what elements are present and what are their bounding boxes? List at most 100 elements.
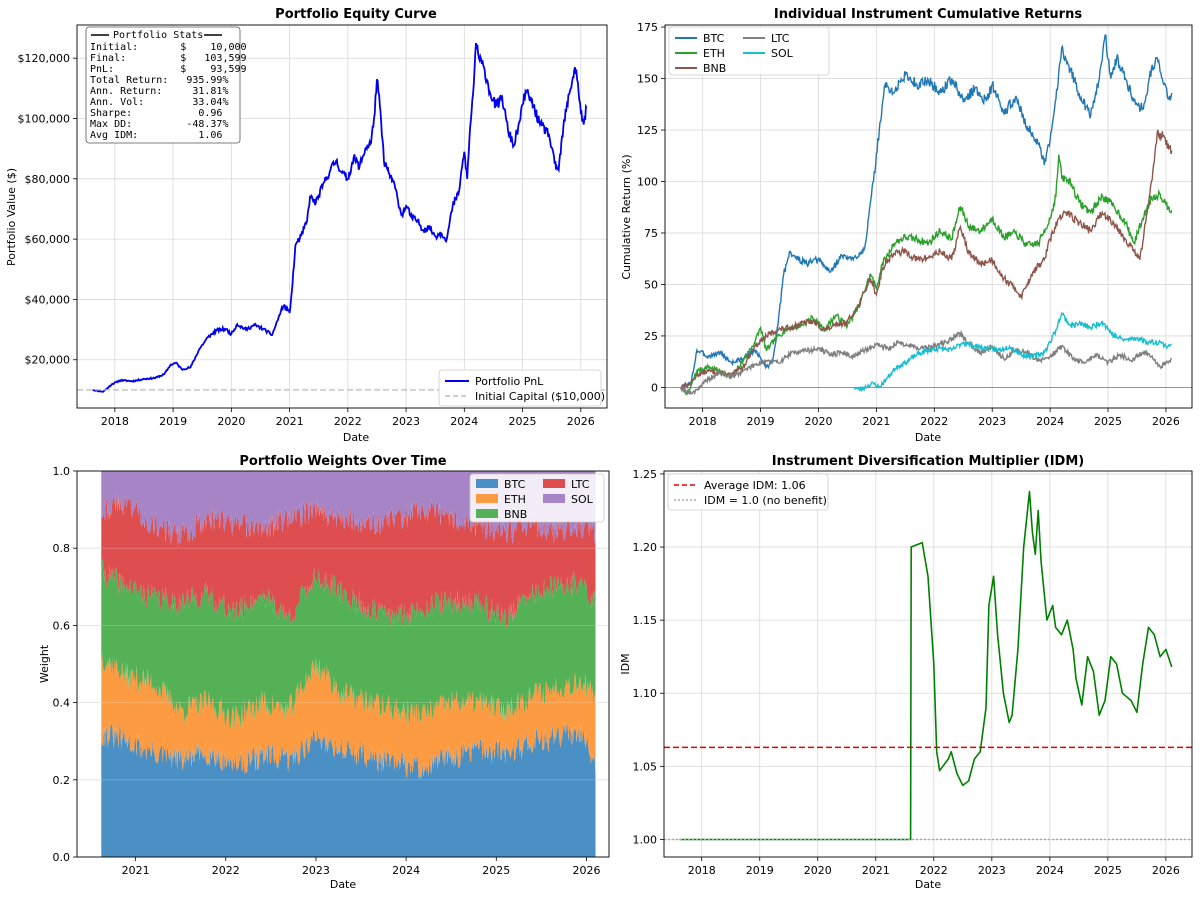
weights-tick-label-y: 0.4 — [53, 697, 71, 710]
stats-line: Avg IDM: 1.06 — [90, 130, 222, 141]
returns-tick-label-y: 25 — [644, 330, 658, 343]
legend-label-btc: BTC — [504, 478, 526, 491]
weights-tick-label-y: 1.0 — [53, 465, 71, 478]
legend-label-bnb: BNB — [703, 62, 726, 75]
weights-tick-label-x: 2023 — [302, 864, 330, 877]
weights-tick-label-y: 0.6 — [53, 619, 71, 632]
returns-series-eth — [679, 154, 1173, 396]
equity-stats-box: Portfolio Stats Initial: $ 10,000 Final:… — [85, 26, 247, 144]
legend-label-btc: BTC — [703, 32, 725, 45]
weights-area-bnb — [101, 558, 596, 731]
weights-tick-label-y: 0.0 — [53, 851, 71, 864]
idm-tick-label-x: 2019 — [746, 864, 774, 877]
legend-swatch-eth — [476, 494, 498, 503]
stats-line: Ann. Vol: 33.04% — [90, 97, 228, 108]
idm-tick-label-y: 1.10 — [633, 687, 658, 700]
stats-header: Portfolio Stats — [113, 30, 203, 41]
weights-tick-label-x: 2024 — [392, 864, 420, 877]
legend-label-avg-idm: Average IDM: 1.06 — [704, 479, 806, 492]
returns-tick-label-x: 2023 — [978, 415, 1006, 428]
returns-tick-label-y: 100 — [637, 175, 658, 188]
weights-area-ltc — [101, 492, 596, 630]
equity-axes: 2018 2019 2020 2021 2022 2023 2024 2025 2026 $20,… — [18, 25, 607, 428]
idm-xlabel: Date — [915, 878, 942, 891]
equity-tick-label-x: 2022 — [334, 415, 362, 428]
returns-tick-label-y: 175 — [637, 21, 658, 34]
equity-tick-label-y: $100,000 — [18, 112, 71, 125]
idm-series-line — [679, 490, 1173, 841]
legend-swatch-btc — [476, 479, 498, 488]
weights-tick-label-y: 0.2 — [53, 774, 71, 787]
returns-tick-label-y: 0 — [651, 381, 658, 394]
weights-area-btc — [101, 722, 596, 857]
legend-label-sol: SOL — [771, 47, 794, 60]
equity-tick-label-x: 2025 — [509, 415, 537, 428]
legend-label-bnb: BNB — [504, 508, 527, 521]
weights-tick-label-y: 0.8 — [53, 542, 71, 555]
weights-tick-label-x: 2025 — [482, 864, 510, 877]
weights-area-eth — [101, 653, 596, 780]
weights-xlabel: Date — [330, 878, 357, 891]
returns-series-ltc — [679, 329, 1172, 396]
equity-frame — [76, 24, 608, 409]
weights-title: Portfolio Weights Over Time — [239, 454, 446, 469]
returns-tick-label-y: 50 — [644, 278, 658, 291]
idm-frame — [663, 470, 1193, 858]
idm-axes: 2018 2019 2020 2021 2022 2023 2024 2025 2026 1.00… — [633, 468, 1192, 877]
equity-tick-label-x: 2020 — [217, 415, 245, 428]
legend-swatch-sol — [543, 494, 565, 503]
idm-tick-label-x: 2023 — [978, 864, 1006, 877]
legend-label-sol: SOL — [571, 493, 594, 506]
equity-tick-label-x: 2026 — [567, 415, 595, 428]
equity-tick-label-x: 2023 — [392, 415, 420, 428]
equity-tick-label-x: 2024 — [450, 415, 478, 428]
legend-label-ltc: LTC — [571, 478, 590, 491]
returns-tick-label-y: 75 — [644, 227, 658, 240]
equity-series-pnl — [92, 43, 588, 393]
equity-tick-label-y: $40,000 — [25, 293, 71, 306]
equity-tick-label-y: $120,000 — [18, 52, 71, 65]
returns-tick-label-x: 2024 — [1036, 415, 1064, 428]
idm-tick-label-x: 2024 — [1036, 864, 1064, 877]
equity-legend: Portfolio PnL Initial Capital ($10,000) — [438, 369, 605, 407]
equity-tick-label-y: $20,000 — [25, 354, 71, 367]
stats-line: PnL: $ 93,599 — [90, 64, 247, 75]
returns-tick-label-y: 150 — [637, 73, 658, 86]
returns-series-sol — [853, 311, 1172, 393]
returns-ylabel: Cumulative Return (%) — [620, 154, 633, 279]
weights-tick-label-x: 2021 — [122, 864, 150, 877]
stats-line: Ann. Return: 31.81% — [90, 86, 228, 97]
equity-tick-label-x: 2021 — [276, 415, 304, 428]
returns-title: Individual Instrument Cumulative Returns — [774, 7, 1082, 22]
weights-tick-label-x: 2026 — [572, 864, 600, 877]
returns-frame — [664, 24, 1193, 409]
idm-legend: Average IDM: 1.06 IDM = 1.0 (no benefit) — [667, 473, 829, 511]
equity-title: Portfolio Equity Curve — [275, 7, 437, 22]
idm-tick-label-x: 2026 — [1152, 864, 1180, 877]
weights-tick-label-x: 2022 — [212, 864, 240, 877]
legend-label-eth: ETH — [703, 47, 725, 60]
idm-tick-label-x: 2020 — [804, 864, 832, 877]
returns-tick-label-x: 2026 — [1152, 415, 1180, 428]
idm-tick-label-x: 2022 — [920, 864, 948, 877]
stats-line: Final: $ 103,599 — [90, 53, 247, 64]
returns-tick-label-x: 2019 — [747, 415, 775, 428]
returns-tick-label-x: 2018 — [689, 415, 717, 428]
equity-tick-label-y: $80,000 — [25, 173, 71, 186]
idm-tick-label-x: 2025 — [1094, 864, 1122, 877]
idm-tick-label-y: 1.15 — [633, 614, 658, 627]
weights-frame — [76, 470, 610, 858]
legend-label-eth: ETH — [504, 493, 526, 506]
legend-label-idm-baseline: IDM = 1.0 (no benefit) — [704, 494, 827, 507]
legend-swatch-ltc — [543, 479, 565, 488]
legend-label-initial: Initial Capital ($10,000) — [475, 390, 605, 403]
equity-tick-label-y: $60,000 — [25, 233, 71, 246]
returns-tick-label-x: 2022 — [920, 415, 948, 428]
equity-tick-label-x: 2019 — [159, 415, 187, 428]
idm-tick-label-x: 2021 — [862, 864, 890, 877]
returns-series-bnb — [680, 129, 1173, 390]
returns-tick-label-y: 125 — [637, 124, 658, 137]
idm-title: Instrument Diversification Multiplier (I… — [772, 454, 1084, 469]
idm-tick-label-y: 1.20 — [633, 541, 658, 554]
